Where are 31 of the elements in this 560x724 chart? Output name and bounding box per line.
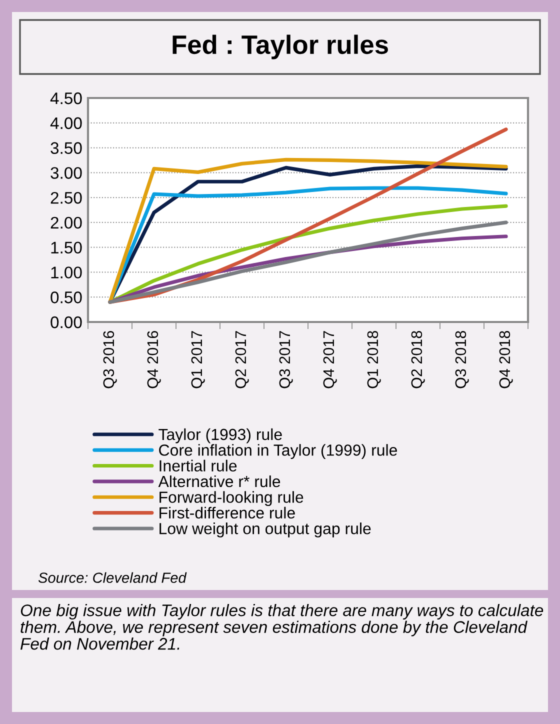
legend-label: Taylor (1993) rule bbox=[158, 428, 282, 444]
legend-label: Inertial rule bbox=[160, 460, 237, 472]
source-note: Source: Cleveland Fed bbox=[38, 572, 187, 583]
x-tick-label: Q4 2018 bbox=[499, 330, 513, 388]
y-tick-label: 2.00 bbox=[50, 216, 82, 229]
x-tick-label: Q1 2018 bbox=[367, 330, 381, 388]
x-tick-label: Q4 2016 bbox=[147, 331, 161, 388]
y-tick-label: 3.50 bbox=[50, 142, 82, 154]
y-tick-label: 1.00 bbox=[51, 266, 82, 278]
chart-title: Fed : Taylor rules bbox=[172, 34, 388, 60]
line-series bbox=[108, 220, 508, 304]
legend-label: Core inflation in Taylor (1999) rule bbox=[159, 444, 397, 459]
y-tick-label: 2.50 bbox=[50, 192, 82, 204]
x-tick-label: Q2 2018 bbox=[411, 330, 425, 388]
y-tick-label: 3.00 bbox=[50, 167, 82, 179]
text: One big issue with Taylor rules is that there are many ways to calculate them. Above, we represent seven estimations done by the Cleveland Fed on November 21. bbox=[20, 604, 544, 650]
legend-label: Forward-looking rule bbox=[160, 491, 304, 506]
y-tick-label: 1.50 bbox=[51, 242, 82, 254]
x-tick-label: Q2 2017 bbox=[235, 331, 249, 388]
x-tick-label: Q3 2017 bbox=[279, 331, 293, 388]
y-tick-label: 0.50 bbox=[50, 292, 82, 304]
x-tick-label: Q1 2017 bbox=[191, 331, 205, 388]
y-tick-label: 4.50 bbox=[50, 92, 82, 104]
legend-label: Alternative r* rule bbox=[158, 475, 280, 488]
x-tick-label: Q4 2017 bbox=[323, 331, 337, 388]
legend-label: Low weight on output gap rule bbox=[160, 522, 371, 538]
y-tick-label: 0.00 bbox=[50, 316, 82, 328]
x-tick-label: Q3 2018 bbox=[455, 330, 469, 388]
x-tick-label: Q3 2016 bbox=[103, 331, 117, 388]
legend-label: First-difference rule bbox=[160, 506, 295, 519]
y-tick-label: 4.00 bbox=[50, 117, 82, 130]
